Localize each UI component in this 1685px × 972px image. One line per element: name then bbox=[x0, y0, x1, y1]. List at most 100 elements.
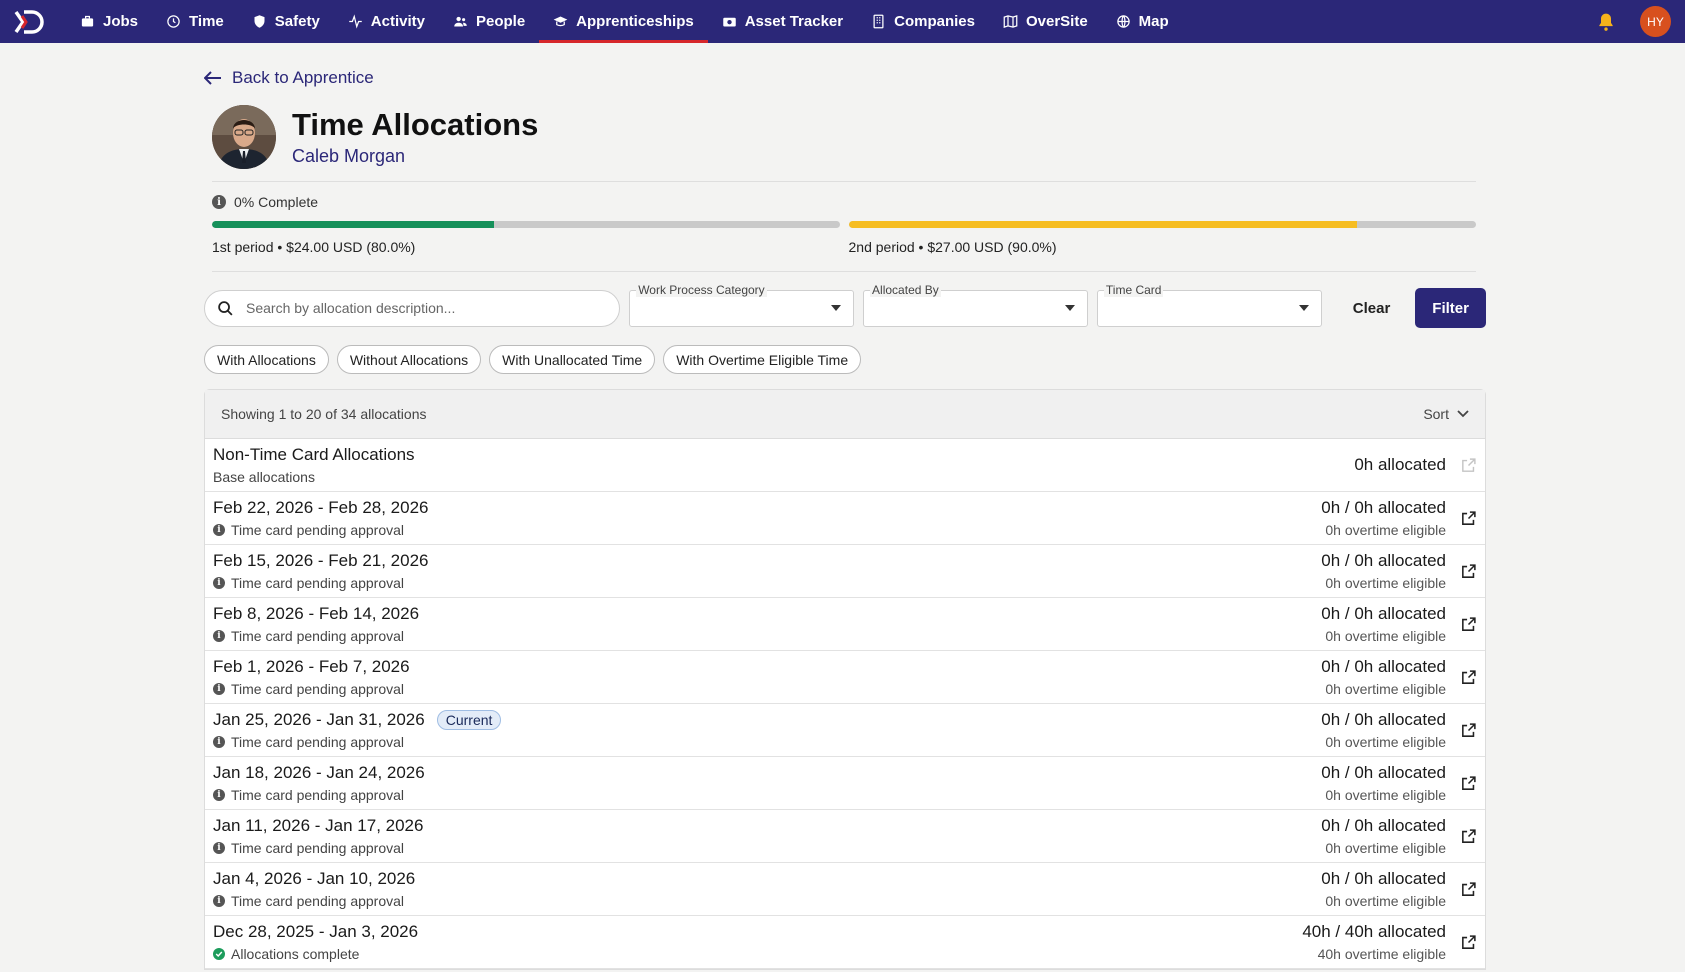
external-link-icon[interactable] bbox=[1460, 563, 1477, 580]
allocation-row[interactable]: Jan 18, 2026 - Jan 24, 2026 i Time card pe… bbox=[205, 757, 1485, 810]
briefcase-icon bbox=[81, 15, 94, 27]
allocated-by-select[interactable]: Allocated By bbox=[863, 282, 1088, 327]
info-icon: i bbox=[213, 577, 225, 589]
search-icon bbox=[218, 300, 233, 316]
results-summary: Showing 1 to 20 of 34 allocations bbox=[221, 406, 427, 422]
row-overtime: 0h overtime eligible bbox=[1325, 522, 1446, 538]
row-overtime: 0h overtime eligible bbox=[1325, 575, 1446, 591]
nav-item-safety[interactable]: Safety bbox=[238, 0, 334, 43]
back-link-label: Back to Apprentice bbox=[232, 68, 374, 87]
nav-item-label: Apprenticeships bbox=[576, 13, 694, 30]
apprentice-name-link[interactable]: Caleb Morgan bbox=[292, 146, 406, 166]
allocation-row[interactable]: Jan 11, 2026 - Jan 17, 2026 i Time card pe… bbox=[205, 810, 1485, 863]
sort-button[interactable]: Sort bbox=[1423, 406, 1469, 422]
nav-item-label: Activity bbox=[370, 13, 425, 30]
info-icon: i bbox=[213, 736, 225, 748]
activity-icon bbox=[349, 14, 362, 29]
allocation-row[interactable]: Feb 22, 2026 - Feb 28, 2026 i Time card pe… bbox=[205, 492, 1485, 545]
row-amount: 0h / 0h allocated bbox=[1321, 657, 1446, 676]
row-amount: 40h / 40h allocated bbox=[1302, 922, 1446, 941]
nav-item-activity[interactable]: Activity bbox=[334, 0, 439, 43]
search-box[interactable] bbox=[204, 289, 621, 327]
clear-button[interactable]: Clear bbox=[1352, 299, 1391, 317]
work-process-category-select[interactable]: Work Process Category bbox=[629, 282, 855, 327]
check-circle-icon bbox=[213, 948, 225, 960]
row-title: Feb 1, 2026 - Feb 7, 2026 bbox=[213, 657, 410, 676]
nav-item-apprenticeships[interactable]: Apprenticeships bbox=[539, 0, 708, 43]
row-title: Jan 11, 2026 - Jan 17, 2026 bbox=[213, 816, 424, 835]
pay-period: 1st period • $24.00 USD (80.0%) bbox=[212, 221, 840, 255]
row-overtime: 0h overtime eligible bbox=[1325, 840, 1446, 856]
row-amount: 0h / 0h allocated bbox=[1321, 869, 1446, 888]
user-avatar[interactable]: HY bbox=[1640, 6, 1671, 37]
work-process-category-label: Work Process Category bbox=[636, 282, 767, 297]
row-status: Time card pending approval bbox=[231, 575, 405, 591]
page-title: Time Allocations bbox=[292, 107, 539, 142]
info-icon: i bbox=[213, 524, 225, 536]
allocation-row[interactable]: Feb 15, 2026 - Feb 21, 2026 i Time card pe… bbox=[205, 545, 1485, 598]
time-card-label: Time Card bbox=[1103, 282, 1164, 297]
allocation-row[interactable]: Feb 8, 2026 - Feb 14, 2026 i Time card pen… bbox=[205, 598, 1485, 651]
search-input[interactable] bbox=[246, 300, 608, 316]
building-icon bbox=[873, 14, 884, 29]
external-link-icon[interactable] bbox=[1460, 510, 1477, 527]
row-overtime: 40h overtime eligible bbox=[1317, 946, 1446, 962]
completion-text: 0% Complete bbox=[234, 194, 319, 210]
allocation-row[interactable]: Jan 4, 2026 - Jan 10, 2026 i Time card pen… bbox=[205, 863, 1485, 916]
globe-icon bbox=[1116, 15, 1130, 28]
sort-label: Sort bbox=[1423, 406, 1449, 422]
row-title: Jan 25, 2026 - Jan 31, 2026 bbox=[213, 710, 425, 729]
nav-item-time[interactable]: Time bbox=[152, 0, 238, 43]
row-title: Jan 18, 2026 - Jan 24, 2026 bbox=[213, 763, 425, 782]
row-amount: 0h / 0h allocated bbox=[1321, 710, 1446, 729]
external-link-icon[interactable] bbox=[1460, 616, 1477, 633]
filter-chip[interactable]: With Allocations bbox=[204, 345, 329, 374]
row-amount: 0h / 0h allocated bbox=[1321, 816, 1446, 835]
external-link-icon[interactable] bbox=[1460, 881, 1477, 898]
row-status: Time card pending approval bbox=[231, 734, 405, 750]
filter-button[interactable]: Filter bbox=[1415, 288, 1486, 328]
shield-icon bbox=[254, 15, 265, 28]
filter-chip[interactable]: Without Allocations bbox=[336, 345, 482, 374]
row-overtime: 0h overtime eligible bbox=[1325, 893, 1446, 909]
nav-item-map[interactable]: Map bbox=[1102, 0, 1183, 43]
row-amount: 0h / 0h allocated bbox=[1321, 551, 1446, 570]
info-icon: i bbox=[213, 842, 225, 854]
external-link-icon[interactable] bbox=[1460, 828, 1477, 845]
time-card-select[interactable]: Time Card bbox=[1096, 282, 1322, 327]
external-link-icon[interactable] bbox=[1460, 775, 1477, 792]
external-link-icon[interactable] bbox=[1460, 934, 1477, 951]
info-icon: i bbox=[213, 789, 225, 801]
external-link-icon bbox=[1462, 457, 1476, 472]
filter-chip[interactable]: With Unallocated Time bbox=[489, 345, 656, 374]
external-link-icon[interactable] bbox=[1460, 722, 1477, 739]
external-link-icon[interactable] bbox=[1460, 669, 1477, 686]
nav-item-label: Map bbox=[1138, 13, 1169, 30]
row-amount: 0h allocated bbox=[1354, 455, 1446, 474]
nav-item-oversite[interactable]: OverSite bbox=[989, 0, 1102, 43]
nav-item-companies[interactable]: Companies bbox=[857, 0, 989, 43]
base-allocations-row[interactable]: Non-Time Card Allocations Base allocatio… bbox=[205, 439, 1485, 492]
back-to-apprentice-link[interactable]: Back to Apprentice bbox=[204, 68, 374, 88]
nav-item-asset-tracker[interactable]: Asset Tracker bbox=[708, 0, 857, 43]
row-title: Dec 28, 2025 - Jan 3, 2026 bbox=[213, 922, 419, 941]
progress-section: i 0% Complete 1st period • $24.00 USD (8… bbox=[212, 182, 1476, 272]
nav-item-people[interactable]: People bbox=[439, 0, 539, 43]
notification-bell-icon[interactable] bbox=[1594, 10, 1618, 34]
row-overtime: 0h overtime eligible bbox=[1325, 681, 1446, 697]
apprentice-photo bbox=[212, 105, 276, 169]
row-subtitle: Base allocations bbox=[213, 469, 315, 485]
info-icon: i bbox=[213, 630, 225, 642]
info-icon: i bbox=[212, 195, 226, 209]
people-icon bbox=[454, 16, 467, 27]
period-progress-fill bbox=[212, 221, 495, 228]
allocation-row[interactable]: Feb 1, 2026 - Feb 7, 2026 i Time card pend… bbox=[205, 651, 1485, 704]
filter-chip[interactable]: With Overtime Eligible Time bbox=[663, 345, 862, 374]
period-progress-bar bbox=[848, 221, 1476, 228]
allocation-row[interactable]: Jan 25, 2026 - Jan 31, 2026 Current i Time … bbox=[205, 704, 1485, 757]
app-logo[interactable] bbox=[14, 9, 48, 35]
nav-item-jobs[interactable]: Jobs bbox=[66, 0, 152, 43]
allocation-row[interactable]: Dec 28, 2025 - Jan 3, 2026 Allocations co… bbox=[205, 916, 1485, 969]
info-icon: i bbox=[213, 895, 225, 907]
top-nav: Jobs Time Safety Activity People Apprenticesh… bbox=[0, 0, 1685, 43]
